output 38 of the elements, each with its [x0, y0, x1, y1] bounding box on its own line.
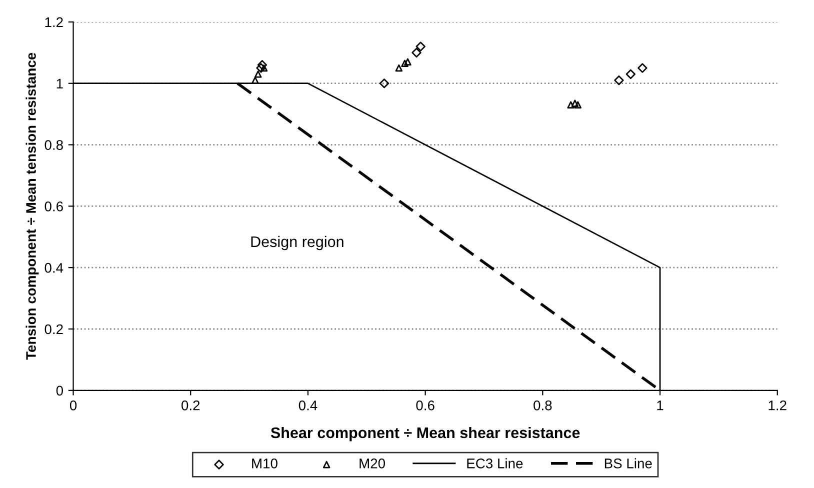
x-tick-label: 0.8: [534, 400, 552, 410]
point: [412, 48, 422, 58]
point: [614, 75, 624, 86]
x-tick-label: 0.4: [298, 400, 318, 410]
point: [254, 70, 262, 78]
point: [574, 101, 582, 108]
x-tick-label: 0: [70, 400, 77, 410]
legend-label: M20: [360, 458, 386, 468]
point: [395, 64, 403, 72]
point: [626, 69, 636, 80]
point: [257, 60, 268, 70]
y-tick-label: 0.4: [44, 262, 64, 273]
legend-label: M10: [252, 458, 278, 468]
point: [401, 60, 408, 68]
point: [567, 101, 574, 108]
annotation: Design region: [251, 236, 344, 250]
x-tick-label: 1: [657, 400, 664, 410]
y-tick-label: 0.6: [44, 202, 63, 212]
x-tick-label: 1.2: [768, 400, 786, 410]
y-tick-label: 0: [56, 386, 63, 396]
point: [416, 42, 426, 52]
point: [260, 64, 268, 72]
x-axis-title: Shear component ÷ Mean shear resistance: [270, 426, 580, 442]
y-tick-label: 0.8: [44, 140, 63, 150]
point: [379, 78, 390, 88]
point: [638, 63, 648, 73]
point: [571, 100, 579, 107]
legend-label: BS Line: [604, 458, 652, 468]
y-tick-label: 1.2: [45, 17, 63, 27]
x-tick-label: 0.6: [416, 400, 434, 410]
point: [252, 76, 259, 84]
y-tick-label: 0.2: [44, 324, 63, 334]
legend-label: EC3 Line: [467, 458, 523, 468]
y-tick-label: 1: [56, 78, 63, 88]
y-axis-title: Tension component ÷ Mean tension resistance: [26, 52, 39, 360]
x-tick-label: 0.2: [182, 400, 200, 410]
point: [404, 58, 412, 66]
point: [256, 63, 266, 73]
